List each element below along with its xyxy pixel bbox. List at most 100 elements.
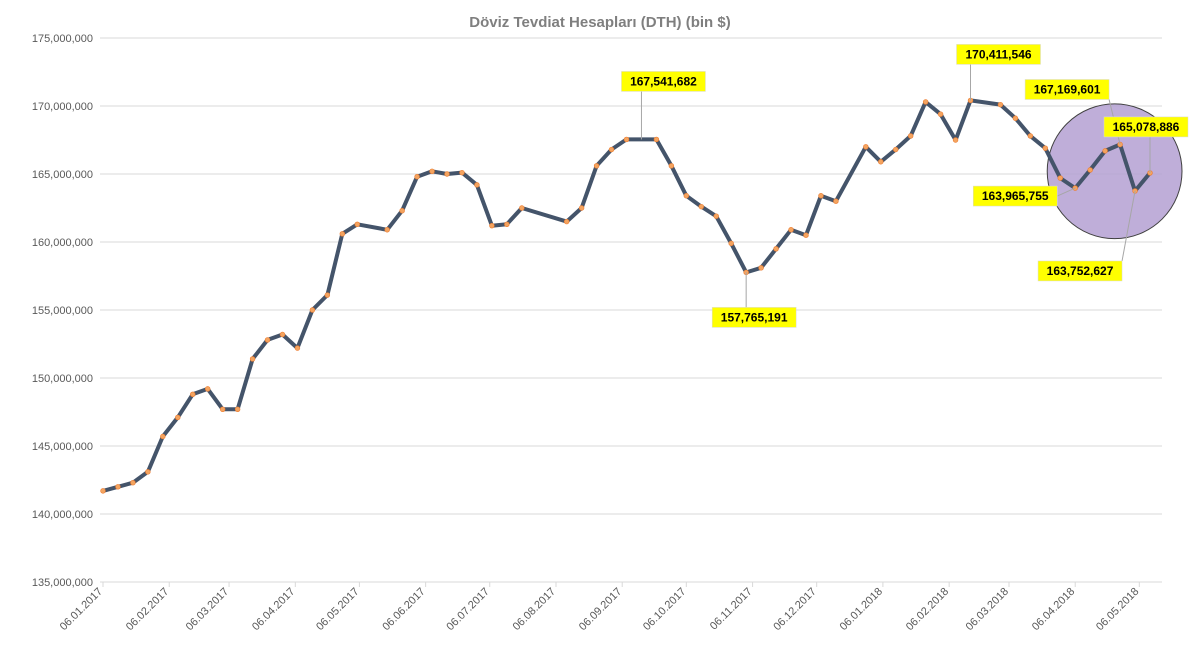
data-point <box>504 221 510 228</box>
data-label: 167,169,601 <box>1034 82 1101 96</box>
callout-box <box>956 44 1041 65</box>
data-point <box>593 163 600 169</box>
data-point <box>788 227 794 233</box>
data-point <box>608 146 615 153</box>
data-point <box>519 205 525 211</box>
x-tick-label: 06.10.2017 <box>641 586 688 633</box>
y-tick-label: 160,000,000 <box>32 237 93 249</box>
data-point <box>937 111 944 117</box>
data-point <box>279 331 286 338</box>
x-tick-label: 06.12.2017 <box>771 586 818 633</box>
y-tick-label: 165,000,000 <box>32 169 93 181</box>
data-point <box>878 159 884 165</box>
data-point <box>384 227 390 233</box>
callout-box <box>711 307 797 328</box>
data-point <box>474 182 480 188</box>
data-point <box>130 480 136 486</box>
y-axis: 135,000,000 140,000,000 145,000,000 150,000… <box>32 33 93 589</box>
data-point <box>623 136 630 143</box>
highlight-circle <box>1046 103 1183 240</box>
data-point <box>234 406 241 412</box>
data-label: 165,078,886 <box>1113 120 1180 134</box>
data-point <box>653 136 660 143</box>
data-point <box>219 406 226 412</box>
data-point <box>833 198 839 204</box>
data-point <box>489 222 495 229</box>
callout-leader <box>1121 190 1136 262</box>
data-point <box>294 345 301 351</box>
data-point <box>818 193 824 199</box>
data-point <box>578 205 585 211</box>
data-label: 167,541,682 <box>630 74 697 88</box>
data-point <box>863 144 869 150</box>
data-point <box>907 133 914 139</box>
y-tick-label: 135,000,000 <box>32 577 93 589</box>
x-axis: 06.01.2017 06.02.2017 06.03.2017 06.04.2017… <box>58 581 1162 633</box>
data-point <box>100 488 106 494</box>
data-point <box>190 391 196 398</box>
callout-box <box>1103 116 1189 138</box>
x-tick-label: 06.11.2017 <box>708 586 755 633</box>
data-point <box>1042 145 1049 151</box>
data-point <box>893 146 899 153</box>
data-point <box>1012 115 1019 121</box>
data-point <box>698 203 704 210</box>
x-tick-label: 06.01.2018 <box>838 586 885 633</box>
y-tick-label: 150,000,000 <box>32 373 93 385</box>
data-point <box>205 386 211 392</box>
data-point <box>1027 133 1034 139</box>
y-tick-label: 170,000,000 <box>32 101 93 113</box>
x-tick-label: 06.03.2017 <box>184 586 231 633</box>
callout-box <box>1037 260 1123 282</box>
data-point <box>728 240 734 247</box>
data-point <box>354 221 360 228</box>
highlight-region <box>1046 103 1183 240</box>
data-point <box>803 232 809 238</box>
callout-leader <box>1057 187 1076 197</box>
data-point <box>324 292 331 298</box>
data-point <box>414 174 420 180</box>
data-point <box>175 414 181 421</box>
x-tick-label: 06.02.2017 <box>124 586 171 633</box>
data-point <box>952 137 959 143</box>
x-tick-label: 06.03.2018 <box>964 586 1011 633</box>
data-point <box>399 208 405 214</box>
data-point <box>773 246 779 252</box>
y-tick-label: 145,000,000 <box>32 441 93 453</box>
data-point <box>758 265 764 271</box>
x-tick-label: 06.09.2017 <box>577 586 624 633</box>
data-point <box>459 169 465 176</box>
data-point <box>563 218 570 225</box>
data-point <box>444 171 450 177</box>
series-line <box>101 98 1152 493</box>
data-point <box>713 213 719 219</box>
data-point <box>339 231 346 237</box>
data-point <box>429 168 435 174</box>
data-point <box>1087 167 1093 173</box>
data-point <box>1057 175 1063 181</box>
callout-box <box>621 71 706 92</box>
y-tick-label: 155,000,000 <box>32 305 93 317</box>
data-point <box>145 469 151 475</box>
callout-box <box>1024 79 1110 100</box>
data-point <box>997 101 1004 108</box>
x-tick-label: 06.08.2017 <box>511 586 558 633</box>
x-tick-label: 06.02.2018 <box>904 586 951 633</box>
data-point <box>309 307 316 313</box>
y-tick-label: 175,000,000 <box>32 33 93 45</box>
data-point <box>922 99 929 105</box>
x-tick-label: 06.04.2017 <box>250 586 297 633</box>
callout-box <box>972 185 1058 207</box>
chart-title: Döviz Tevdiat Hesapları (DTH) (bin $) <box>469 14 730 31</box>
y-tick-label: 140,000,000 <box>32 509 93 521</box>
data-point <box>115 484 121 490</box>
data-point <box>264 337 271 343</box>
x-tick-label: 06.06.2017 <box>380 586 427 633</box>
x-tick-label: 06.05.2018 <box>1094 586 1141 633</box>
data-label: 157,765,191 <box>721 310 788 324</box>
series-layer <box>100 97 1153 494</box>
x-tick-label: 06.05.2017 <box>314 586 361 633</box>
data-point <box>249 356 256 362</box>
